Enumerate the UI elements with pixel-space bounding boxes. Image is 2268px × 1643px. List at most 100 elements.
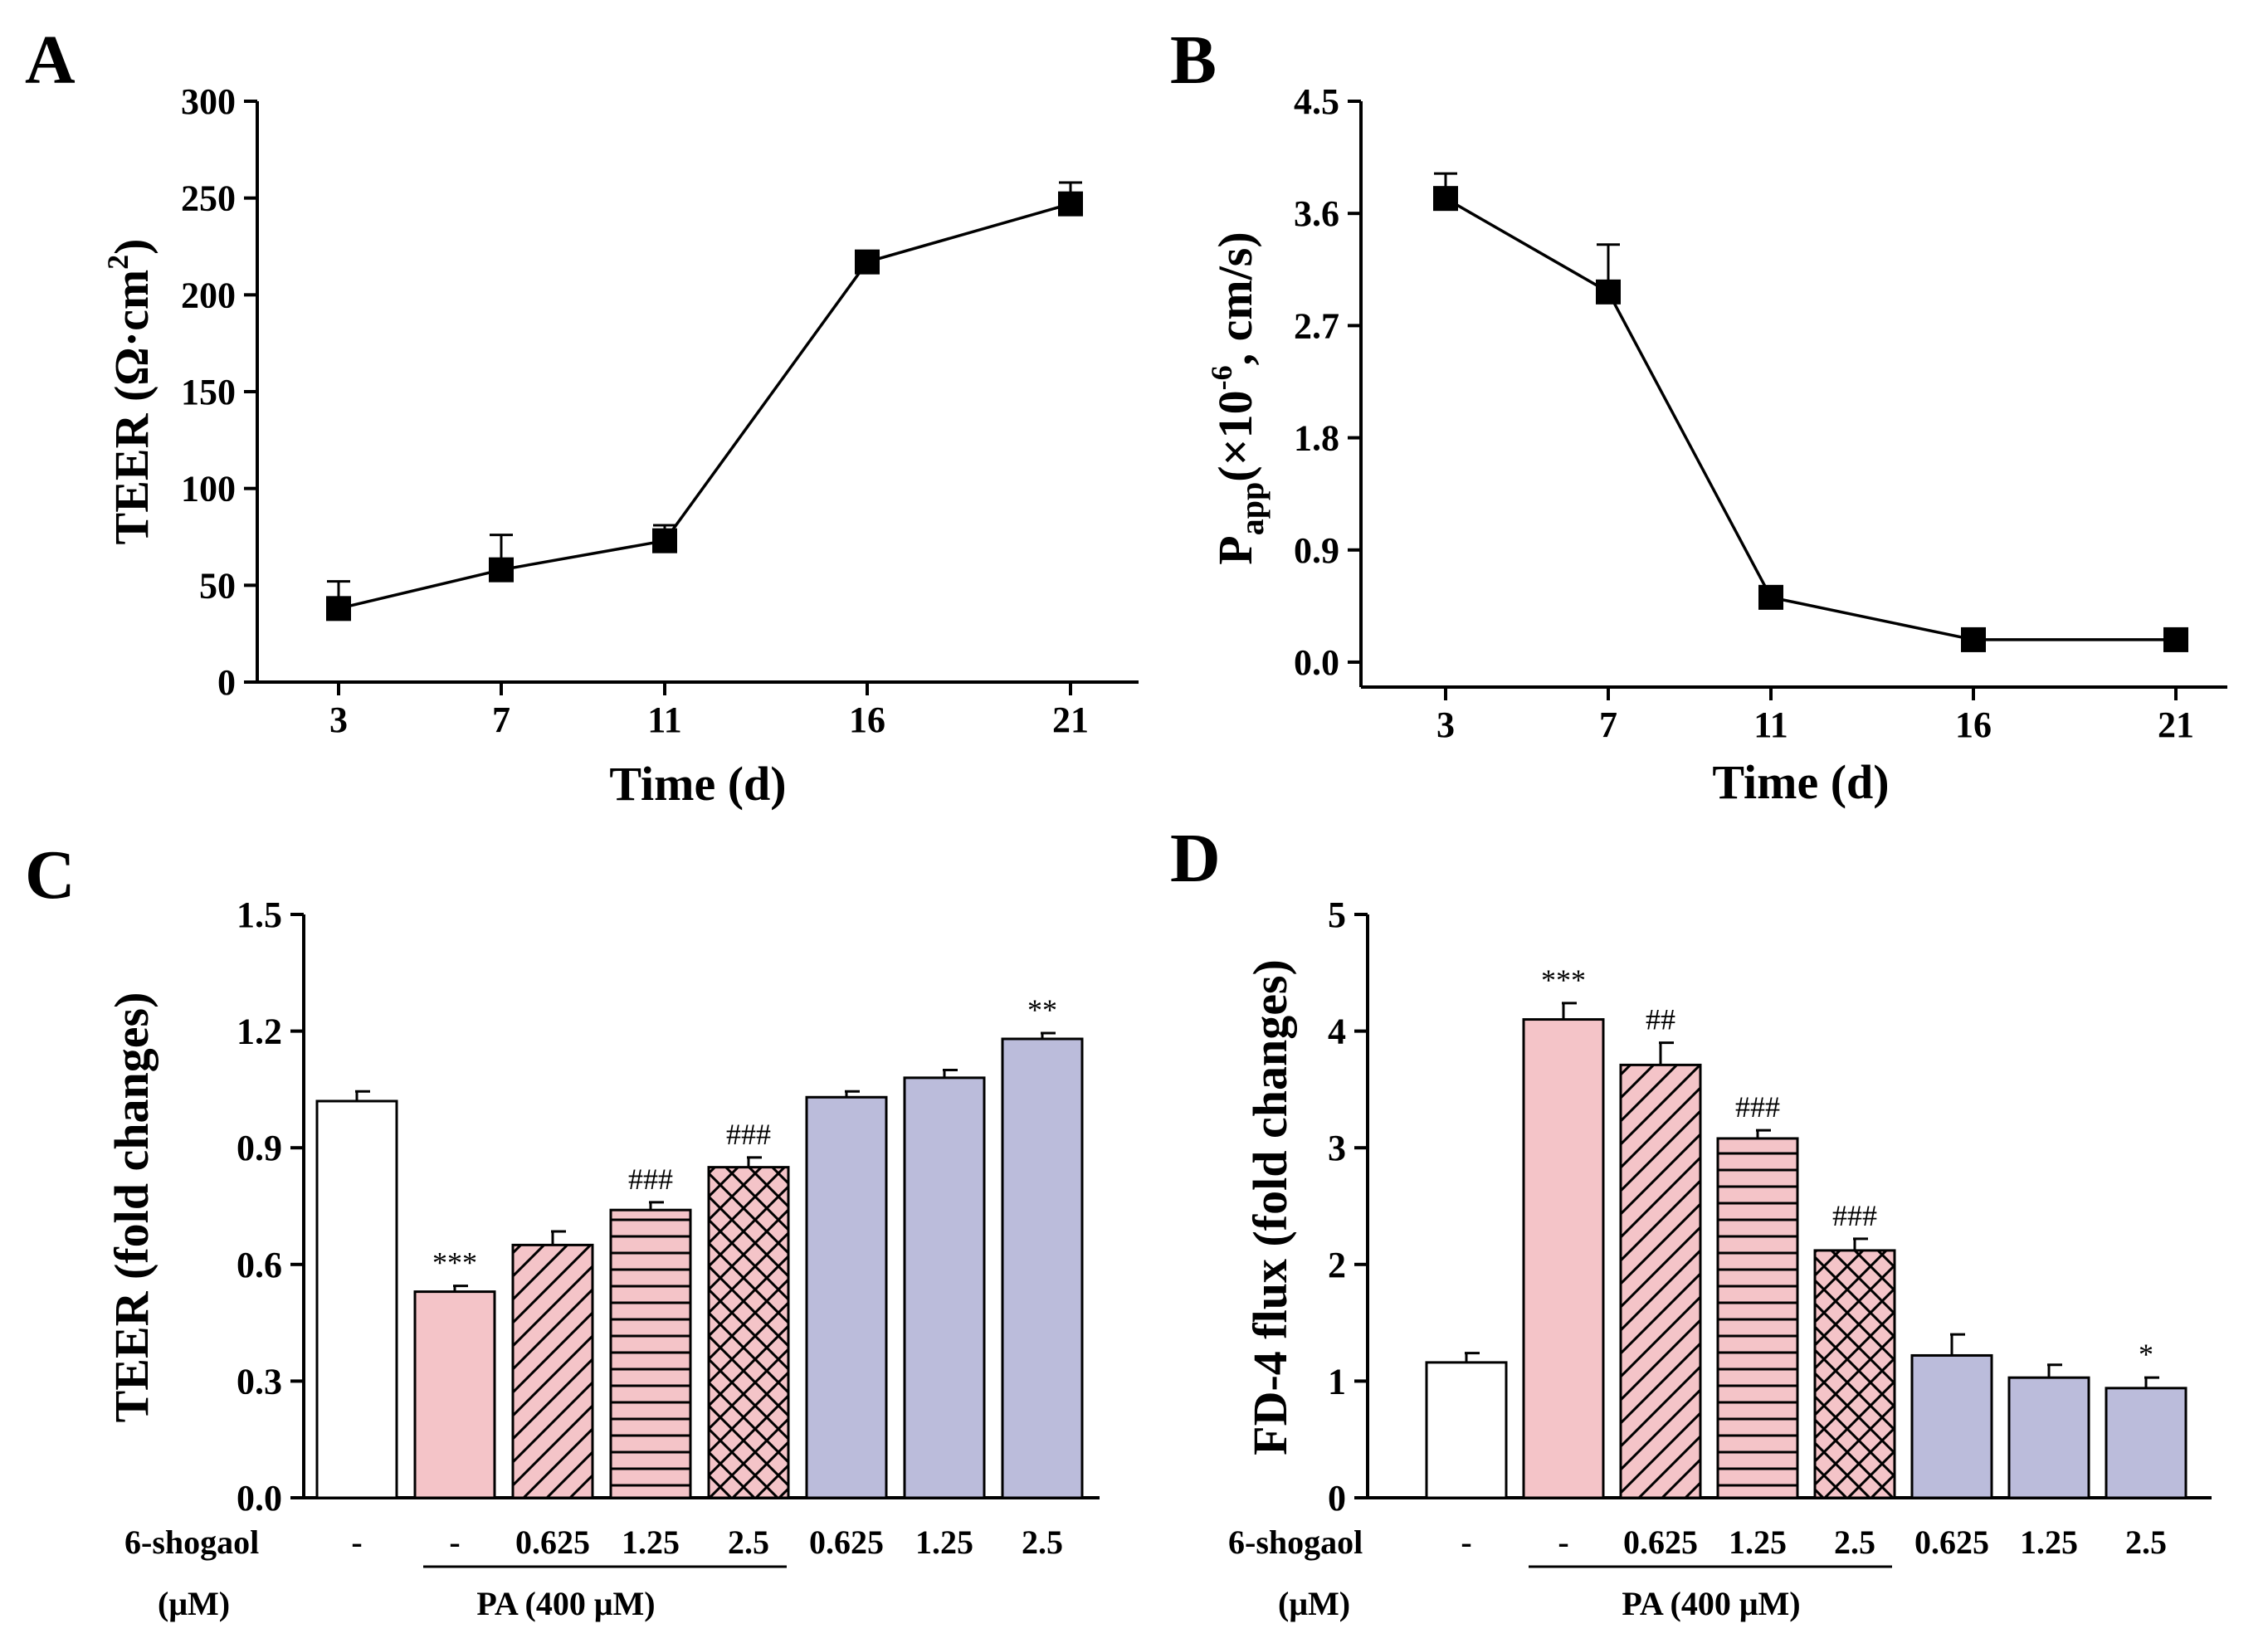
bar (511, 1243, 594, 1499)
y-tick-label: 5 (1328, 895, 1346, 935)
y-tick-label: 200 (181, 275, 236, 315)
x-tick-label: 7 (492, 700, 510, 740)
panel-c-y-ticks: 0.0 0.3 0.6 0.9 1.2 1.5 (237, 895, 304, 1519)
panel-a-line-chart: A 0 50 100 150 200 250 300 3 7 11 16 21 Time (d) T… (25, 22, 1139, 811)
y-tick-label: 1 (1328, 1361, 1346, 1402)
bar (609, 1208, 692, 1499)
panel-c-bar-chart: C 0.0 0.3 0.6 0.9 1.2 1.5 *** ### ### ** - - 0.625… (25, 836, 1100, 1622)
significance-label: ### (1735, 1090, 1780, 1124)
panel-b-y-axis-label-sup: -6 (1205, 365, 1238, 390)
y-tick-label: 0.9 (1294, 530, 1339, 571)
data-point-marker (855, 249, 880, 275)
series-line (1445, 197, 2176, 641)
series-line (338, 202, 1071, 611)
y-tick-label: 250 (181, 178, 236, 219)
panel-b-line-chart: B 0.0 0.9 1.8 2.7 3.6 4.5 3 7 11 16 21 Time (d) P… (1170, 22, 2227, 809)
bar (903, 1076, 986, 1499)
significance-label: *** (1541, 963, 1586, 997)
x-tick-label: - (1461, 1524, 1471, 1561)
panel-letter-a: A (25, 22, 76, 99)
x-tick-label: 0.625 (1623, 1524, 1698, 1561)
panel-d-y-axis-label: FD-4 flux (fold changes) (1243, 959, 1297, 1455)
bar (1619, 1063, 1702, 1499)
x-tick-label: 11 (1753, 704, 1788, 745)
significance-label: ## (1646, 1003, 1675, 1036)
y-tick-label: 0.0 (1294, 642, 1339, 683)
x-tick-label: - (1558, 1524, 1568, 1561)
data-point-marker (1058, 191, 1083, 217)
bar (1813, 1249, 1896, 1499)
data-point-marker (1758, 584, 1783, 610)
y-tick-label: 0 (1328, 1478, 1346, 1519)
y-tick-label: 2.7 (1294, 305, 1339, 346)
significance-label: ### (628, 1163, 673, 1196)
y-tick-label: 0.6 (237, 1245, 282, 1285)
x-tick-label: 1.25 (1729, 1524, 1787, 1561)
panel-b-y-axis-label-sub: app (1233, 482, 1271, 536)
data-point-marker (1596, 279, 1621, 305)
data-point-marker (326, 596, 351, 622)
x-tick-label: 1.25 (2020, 1524, 2078, 1561)
data-point-marker (652, 528, 677, 553)
x-tick-label: 2.5 (1022, 1524, 1063, 1561)
bar (2007, 1376, 2090, 1499)
x-tick-label: - (449, 1524, 460, 1561)
panel-d-x-labels: - - 0.625 1.25 2.5 0.625 1.25 2.5 (1461, 1524, 2167, 1561)
data-point-marker (489, 557, 514, 583)
panel-c-bars: *** ### ### ** (315, 993, 1084, 1499)
bar (1910, 1353, 1993, 1499)
panel-c-group-label: PA (400 μM) (476, 1585, 655, 1622)
x-tick-label: 16 (1955, 704, 1992, 745)
y-tick-label: 4 (1328, 1012, 1346, 1052)
panel-d-bars: ***########* (1425, 963, 2188, 1499)
panel-b-y-axis-label-end: , cm/s) (1208, 232, 1262, 365)
y-tick-label: 1.2 (237, 1012, 282, 1052)
y-tick-label: 150 (181, 372, 236, 412)
x-tick-label: 11 (647, 700, 682, 740)
panel-a-y-axis-label-end: ) (105, 239, 159, 255)
x-tick-label: 16 (849, 700, 885, 740)
panel-a-y-axis-label-main: TEER (Ω·cm (105, 270, 159, 545)
panel-d-y-ticks: 0 1 2 3 4 5 (1328, 895, 1368, 1519)
x-tick-label: - (351, 1524, 362, 1561)
bar (1001, 1037, 1084, 1499)
y-tick-label: 100 (181, 469, 236, 509)
panel-letter-d: D (1170, 820, 1221, 897)
panel-b-series (1433, 172, 2188, 652)
y-tick-label: 4.5 (1294, 81, 1339, 122)
x-tick-label: 21 (1052, 700, 1089, 740)
y-tick-label: 300 (181, 81, 236, 122)
panel-b-x-axis-label: Time (d) (1712, 755, 1889, 809)
panel-letter-b: B (1170, 22, 1217, 99)
x-tick-label: 2.5 (2125, 1524, 2167, 1561)
panel-d-group-label: PA (400 μM) (1622, 1585, 1800, 1622)
x-tick-label: 2.5 (1834, 1524, 1875, 1561)
panel-a-y-axis-label-sup: 2 (101, 255, 134, 270)
significance-label: ### (1832, 1199, 1877, 1232)
bar (1425, 1361, 1508, 1499)
bar (707, 1166, 790, 1499)
panel-b-y-axis-label-mid: (×10 (1208, 390, 1262, 481)
x-tick-label: 7 (1599, 704, 1617, 745)
significance-label: ### (726, 1118, 771, 1151)
bar (805, 1095, 888, 1499)
panel-b-y-axis-label-main: P (1208, 535, 1262, 564)
y-tick-label: 0.3 (237, 1361, 282, 1402)
y-tick-label: 1.5 (237, 895, 282, 935)
panel-b-y-ticks: 0.0 0.9 1.8 2.7 3.6 4.5 (1294, 81, 1361, 683)
bar (315, 1099, 398, 1499)
panel-b-axes (1359, 101, 2227, 689)
x-tick-label: 2.5 (728, 1524, 769, 1561)
data-point-marker (1961, 626, 1986, 652)
panel-c-y-axis-label: TEER (fold changes) (105, 992, 159, 1423)
panel-a-y-axis-label: TEER (Ω·cm2) (101, 239, 159, 545)
bar (1522, 1018, 1605, 1499)
data-point-marker (1433, 186, 1458, 212)
x-tick-label: 0.625 (515, 1524, 590, 1561)
panel-letter-c: C (25, 836, 76, 914)
bar (1716, 1137, 1799, 1499)
panel-d-shogaol-label: 6-shogaol (1228, 1524, 1363, 1561)
x-tick-label: 1.25 (622, 1524, 680, 1561)
